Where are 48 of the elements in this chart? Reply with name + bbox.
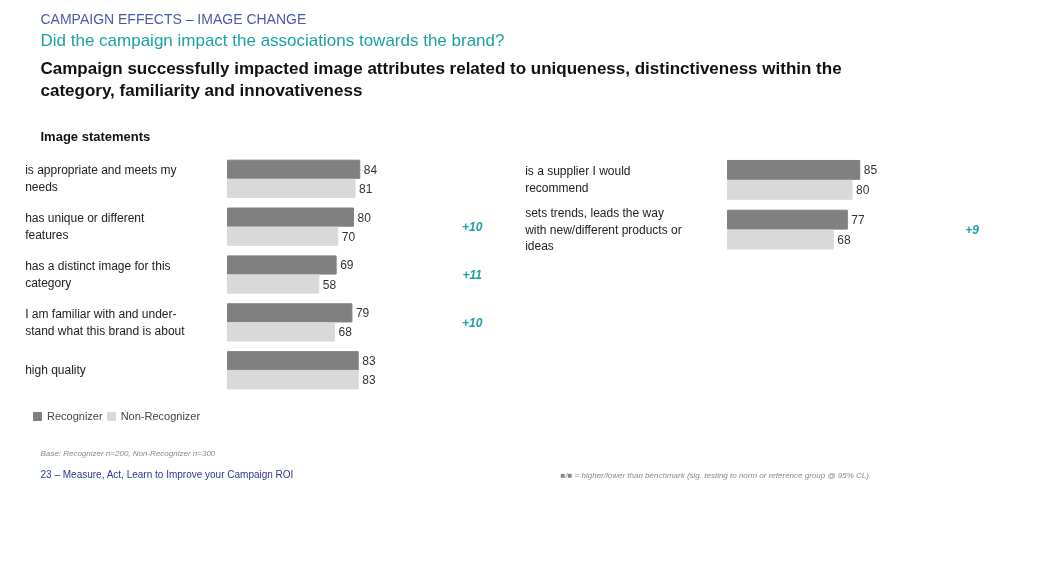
legend-label: Non-Recognizer bbox=[120, 410, 201, 422]
data-label: 84 bbox=[363, 162, 378, 177]
y-tick-label: has unique or different features bbox=[25, 211, 146, 243]
bar bbox=[227, 159, 361, 179]
bar bbox=[227, 370, 359, 390]
bar bbox=[727, 209, 848, 230]
bar bbox=[227, 207, 354, 227]
data-label: 79 bbox=[355, 306, 370, 321]
bar bbox=[727, 159, 861, 180]
bar bbox=[727, 229, 834, 250]
text: Campaign successfully impacted image attributes related to uniqueness, distinctiveness within the category, familiarity and innovativeness bbox=[40, 58, 842, 101]
data-label: 83 bbox=[362, 354, 376, 369]
y-tick-label: is a supplier I would recommend bbox=[525, 164, 631, 196]
bar bbox=[227, 322, 336, 342]
y-tick-label: sets trends, leads the way with new/different products or ideas bbox=[524, 205, 682, 254]
text: 23 – Measure, Act, Learn to Improve your Campaign ROI bbox=[40, 468, 294, 480]
y-tick-label: I am familiar with and under-stand what this brand is about bbox=[25, 307, 186, 338]
legend-label: Recognizer bbox=[47, 410, 103, 422]
bar bbox=[227, 274, 320, 294]
data-label: 80 bbox=[856, 183, 870, 198]
data-label: 68 bbox=[837, 233, 851, 248]
y-axis-title: Image statements bbox=[40, 128, 151, 144]
text: +9 bbox=[965, 223, 980, 238]
y-tick-label: high quality bbox=[25, 363, 86, 378]
data-label: 70 bbox=[341, 229, 356, 244]
bar bbox=[227, 178, 356, 198]
y-tick-label: has a distinct image for this category bbox=[25, 259, 171, 290]
data-label: 58 bbox=[322, 277, 337, 292]
data-label: 85 bbox=[863, 163, 878, 178]
bar bbox=[227, 226, 339, 246]
text: +10 bbox=[462, 315, 483, 330]
data-label: 68 bbox=[338, 325, 353, 340]
data-label: 77 bbox=[851, 213, 866, 228]
chart-title: CAMPAIGN EFFECTS – IMAGE CHANGE bbox=[40, 10, 307, 27]
data-label: 83 bbox=[362, 373, 376, 388]
text: +11 bbox=[462, 268, 483, 283]
text: ■/■ = higher/lower than benchmark (sig. testing to norm or reference group @ 95% CL) bbox=[560, 470, 870, 480]
chart-subtitle: Did the campaign impact the associations towards the brand? bbox=[40, 30, 505, 50]
y-tick-label: is appropriate and meets my needs bbox=[25, 163, 177, 195]
data-label: 69 bbox=[340, 258, 354, 273]
bar bbox=[227, 303, 353, 323]
text: Base: Recognizer n=200, Non-Recognizer n=300 bbox=[40, 448, 216, 458]
data-label: 80 bbox=[357, 210, 372, 225]
bar bbox=[727, 179, 853, 200]
data-label: 81 bbox=[359, 181, 373, 196]
bar bbox=[227, 255, 337, 275]
text: +10 bbox=[462, 220, 483, 235]
bar bbox=[227, 351, 359, 371]
